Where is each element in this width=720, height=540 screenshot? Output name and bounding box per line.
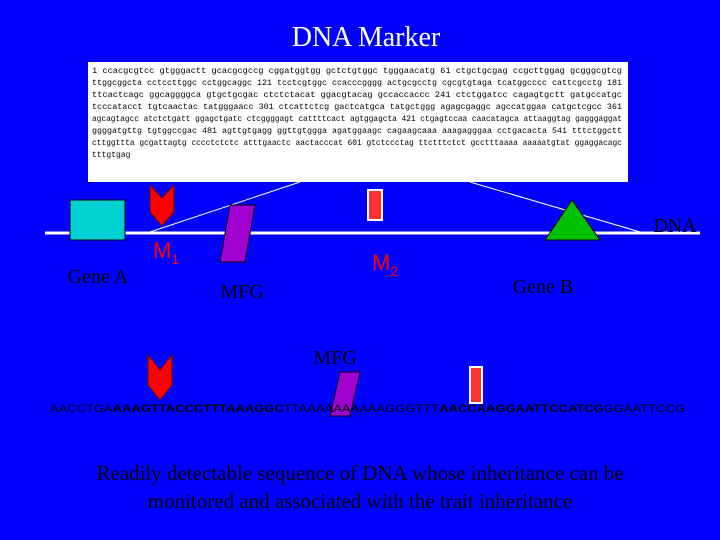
marker-letter: M <box>372 250 390 275</box>
gene-a-box <box>69 199 126 241</box>
mfg-label: MFG <box>220 281 263 303</box>
sequence-segment: TTAAAAAAAAAAGGGTTT <box>284 403 440 415</box>
sequence-line: cttggttta gcgattagtg cccctctctc atttgaac… <box>92 139 622 148</box>
marker-shape <box>469 366 483 404</box>
sequence-line: ttggcggcta cctccttggc cctggcaggc 121 tcc… <box>92 79 622 88</box>
sequence-segment: AAAGTTACCCTTTAAAGGC <box>113 403 284 415</box>
sequence-line: tcccatacct tgtcaactac tatgggaacc 301 ctc… <box>92 103 622 112</box>
mfg-shape <box>329 371 361 417</box>
sequence-line: ggggatgttg tgtggccgac 481 agttgtgagg ggt… <box>92 127 622 136</box>
caption-line: Readily detectable sequence of DNA whose… <box>96 461 623 485</box>
sequence-segment: AACCAAGGAATTCCATCG <box>439 403 604 415</box>
title: DNA Marker <box>292 22 441 53</box>
marker-arrow <box>147 353 173 401</box>
pointer-line <box>149 181 301 233</box>
sequence-lines: 1 ccacgcgtcc gtgggactt gcacgcgccg cggatg… <box>92 67 622 160</box>
sequence-line: 1 ccacgcgtcc gtgggactt gcacgcgccg cggatg… <box>92 67 622 76</box>
sequence-segment: AACCTGA <box>50 403 113 415</box>
sequence-segment: GGAATTCCG <box>604 403 685 415</box>
gene-b-label: Gene B <box>513 276 574 298</box>
caption-line: monitored and associated with the trait … <box>148 489 573 513</box>
mfg-label-2: MFG <box>313 347 356 369</box>
sequence-line: ttcactcagc ggcaggggca gtgctgcgac ctctcta… <box>92 91 622 100</box>
gene-a-label: Gene A <box>68 266 129 288</box>
mfg-shape <box>219 204 256 263</box>
pointer-line <box>469 181 641 233</box>
marker-sub: 2 <box>390 263 398 279</box>
sequence-line: agcagtagcc atctctgatt ggagctgatc ctcgggg… <box>92 115 622 124</box>
sequence-box <box>88 62 628 182</box>
marker-letter: M <box>153 238 171 263</box>
dna-label: DNA <box>653 215 697 237</box>
marker-2-label: M2 <box>372 250 398 279</box>
marker-2-shape <box>367 189 383 221</box>
bottom-sequence: AACCTGA AAAGTTACCCTTTAAAGGC TTAAAAAAAAAAGG… <box>50 403 685 415</box>
marker-1-arrow <box>149 183 175 227</box>
sequence-line: tttgtgag <box>92 151 131 160</box>
marker-1-label: M1 <box>153 238 179 267</box>
marker-sub: 1 <box>171 251 179 267</box>
gene-b-triangle <box>544 199 601 241</box>
